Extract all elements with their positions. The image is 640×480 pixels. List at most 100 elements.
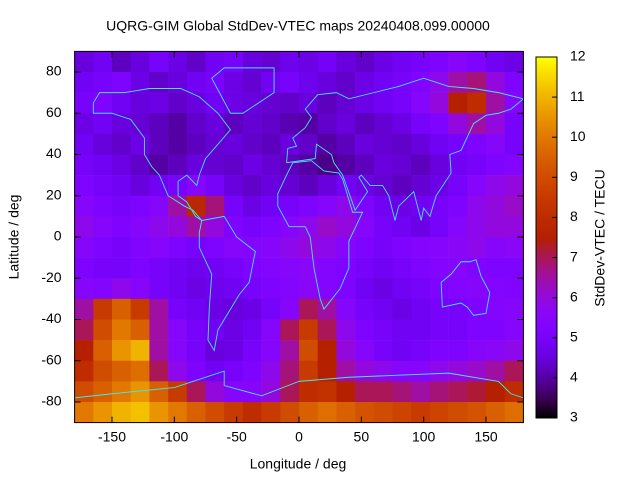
heatmap-cell — [373, 92, 393, 114]
heatmap-cell — [93, 113, 113, 135]
heatmap-cell — [448, 216, 468, 238]
heatmap-cell — [504, 195, 524, 217]
heatmap-cell — [299, 72, 318, 93]
heatmap-cell — [149, 237, 169, 258]
heatmap-cell — [149, 51, 169, 73]
heatmap-cell — [486, 154, 505, 176]
heatmap-cell — [392, 360, 412, 382]
heatmap-cell — [186, 72, 206, 93]
heatmap-cell — [168, 340, 188, 362]
heatmap-cell — [486, 298, 505, 320]
coastline — [75, 371, 524, 398]
heatmap-cell — [74, 72, 94, 93]
heatmap-cell — [112, 278, 131, 300]
heatmap-cell — [373, 360, 393, 382]
heatmap-cell — [467, 381, 487, 403]
heatmap-cell — [112, 340, 131, 362]
heatmap-cell — [112, 175, 131, 197]
heatmap-cell — [467, 401, 487, 423]
heatmap-cell — [93, 154, 113, 176]
heatmap-cell — [130, 175, 150, 197]
heatmap-cell — [93, 401, 113, 423]
heatmap-cell — [392, 381, 412, 403]
heatmap-cell — [336, 237, 356, 258]
heatmap-cell — [224, 113, 244, 135]
heatmap-cell — [74, 401, 94, 423]
heatmap-cell — [429, 51, 449, 73]
heatmap-cell — [93, 92, 113, 114]
heatmap-cell — [373, 133, 393, 155]
heatmap-cell — [280, 360, 300, 382]
x-tick-label: 50 — [354, 428, 370, 444]
heatmap-cell — [280, 340, 300, 362]
heatmap-cell — [280, 72, 300, 93]
heatmap-cell — [504, 319, 524, 341]
heatmap-cell — [93, 51, 113, 73]
heatmap-cell — [186, 237, 206, 258]
heatmap-cell — [317, 360, 337, 382]
heatmap-cell — [373, 195, 393, 217]
heatmap-cell — [261, 72, 281, 93]
heatmap-cell — [93, 72, 113, 93]
heatmap-cell — [355, 195, 375, 217]
heatmap-cell — [355, 319, 375, 341]
heatmap-cell — [112, 257, 131, 279]
chart-title: UQRG-GIM Global StdDev-VTEC maps 2024040… — [106, 18, 490, 34]
heatmap-cell — [168, 278, 188, 300]
heatmap-cell — [74, 216, 94, 238]
heatmap-cell — [317, 216, 337, 238]
heatmap-cell — [317, 113, 337, 135]
heatmap-cell — [317, 319, 337, 341]
heatmap-cell — [186, 257, 206, 279]
heatmap-cell — [504, 175, 524, 197]
heatmap-cell — [242, 216, 262, 238]
heatmap-cell — [168, 175, 188, 197]
heatmap-cell — [429, 298, 449, 320]
heatmap-cell — [261, 360, 281, 382]
colorbar-tick-label: 5 — [570, 328, 578, 344]
heatmap-cell — [242, 360, 262, 382]
heatmap-cell — [429, 401, 449, 423]
heatmap-cell — [149, 72, 169, 93]
heatmap-cell — [149, 340, 169, 362]
heatmap-cell — [355, 216, 375, 238]
heatmap-cell — [504, 298, 524, 320]
heatmap-cell — [429, 319, 449, 341]
heatmap-cell — [168, 216, 188, 238]
heatmap-cell — [317, 92, 337, 114]
heatmap-cell — [448, 154, 468, 176]
heatmap-cell — [486, 133, 505, 155]
heatmap-cell — [186, 216, 206, 238]
heatmap-cell — [411, 72, 431, 93]
heatmap-cell — [242, 195, 262, 217]
heatmap-cell — [186, 340, 206, 362]
heatmap-cell — [299, 298, 318, 320]
heatmap-cell — [467, 257, 487, 279]
heatmap-cell — [112, 92, 131, 114]
heatmap-cell — [336, 360, 356, 382]
colorbar-tick-label: 4 — [570, 369, 578, 385]
heatmap-cell — [429, 257, 449, 279]
heatmap-cell — [74, 360, 94, 382]
heatmap-cell — [261, 195, 281, 217]
heatmap-cell — [224, 381, 244, 403]
heatmap-cell — [411, 319, 431, 341]
heatmap-cell — [467, 298, 487, 320]
heatmap-cell — [224, 319, 244, 341]
heatmap-cell — [355, 298, 375, 320]
heatmap-cell — [280, 298, 300, 320]
y-tick-label: 40 — [46, 145, 62, 161]
heatmap-cell — [336, 257, 356, 279]
heatmap-cell — [168, 113, 188, 135]
heatmap-cell — [429, 72, 449, 93]
heatmap-cell — [448, 278, 468, 300]
heatmap-cell — [448, 113, 468, 135]
heatmap-cell — [355, 113, 375, 135]
heatmap-cell — [317, 298, 337, 320]
heatmap-cell — [280, 154, 300, 176]
heatmap-cell — [224, 257, 244, 279]
heatmap-cell — [168, 319, 188, 341]
heatmap-cell — [205, 133, 225, 155]
heatmap-cell — [168, 381, 188, 403]
